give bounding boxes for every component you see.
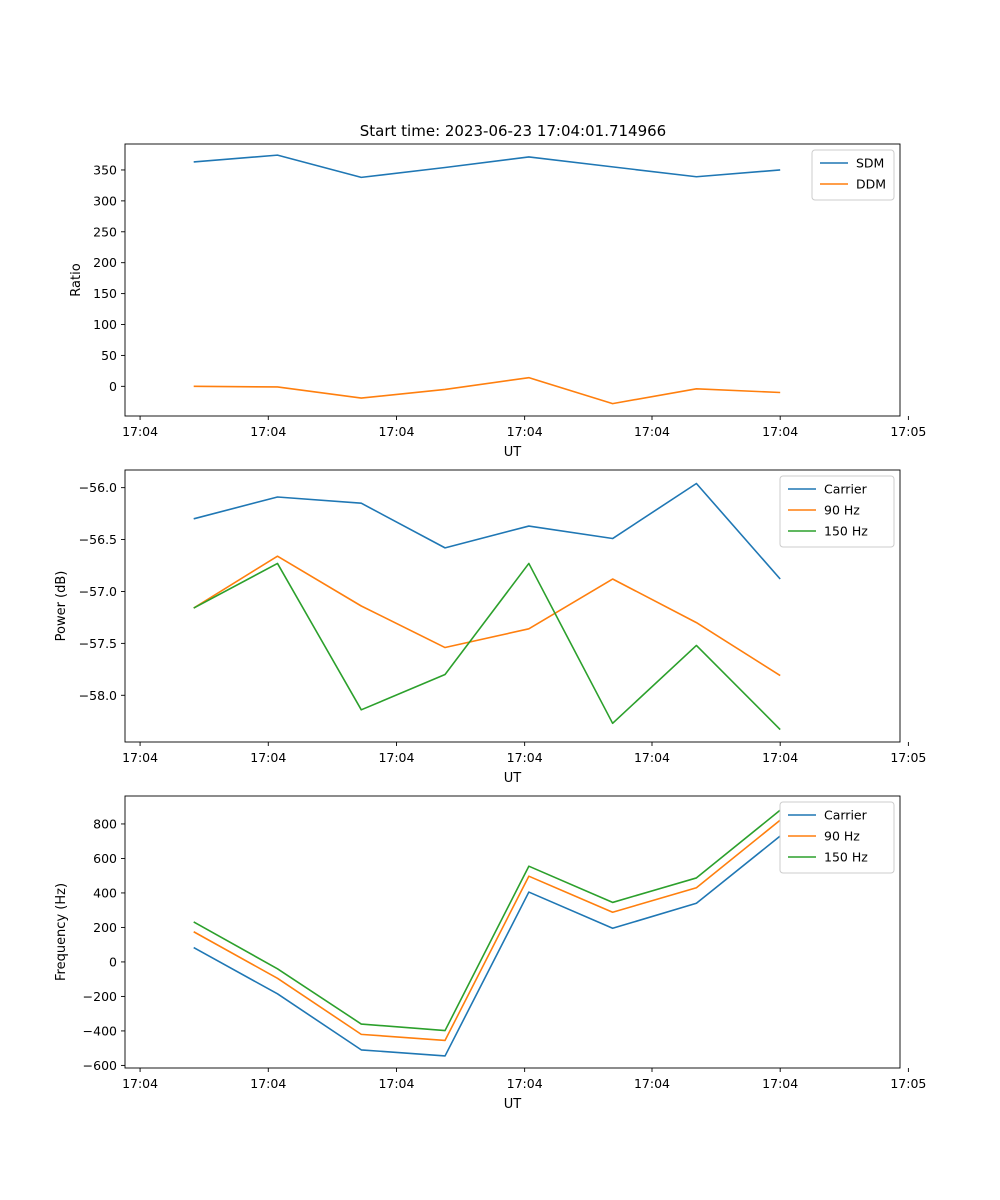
legend-label-1: SDM (856, 156, 884, 171)
y-tick-label: 50 (101, 348, 117, 363)
x-tick-label: 17:04 (507, 424, 543, 439)
y-tick-label: 0 (109, 954, 117, 969)
legend-label-1: Carrier (824, 808, 868, 823)
y-tick-label: −200 (83, 989, 117, 1004)
x-tick-label: 17:04 (507, 750, 543, 765)
x-axis-label: UT (504, 1097, 522, 1112)
plot-frame (124, 795, 901, 1069)
series-line-1 (193, 154, 781, 179)
x-tick-label: 17:04 (634, 750, 670, 765)
x-tick-label: 17:04 (250, 424, 286, 439)
plot-frame (124, 143, 901, 417)
x-tick-label: 17:04 (634, 424, 670, 439)
y-axis-label: Ratio (69, 263, 84, 296)
y-tick-label: 250 (93, 224, 117, 239)
y-tick-label: 600 (93, 851, 117, 866)
x-tick-label: 17:04 (762, 424, 798, 439)
y-tick-label: 800 (93, 816, 117, 831)
series-line-2 (193, 819, 781, 1042)
y-tick-label: 100 (93, 317, 117, 332)
y-axis-label: Frequency (Hz) (54, 883, 69, 981)
chart-2: 17:04 17:04 17:04 17:04 17:04 17:04 17:05 −58.0… (54, 469, 926, 786)
x-tick-label: 17:04 (507, 1076, 543, 1091)
y-tick-label: 350 (93, 162, 117, 177)
x-tick-label: 17:04 (762, 1076, 798, 1091)
x-axis-label: UT (504, 771, 522, 786)
x-tick-label: 17:04 (122, 750, 158, 765)
legend-label-1: Carrier (824, 482, 868, 497)
y-tick-label: −56.5 (79, 532, 117, 547)
chart-1: 17:04 17:04 17:04 17:04 17:04 17:04 17:05 0 50 10… (69, 143, 926, 460)
y-tick-label: 200 (93, 255, 117, 270)
series-line-2 (193, 555, 781, 677)
y-tick-label: −400 (83, 1023, 117, 1038)
x-tick-label: 17:04 (378, 1076, 414, 1091)
x-tick-label: 17:04 (250, 1076, 286, 1091)
chart-3: 17:04 17:04 17:04 17:04 17:04 17:04 17:05 −600 −… (54, 795, 926, 1112)
legend-label-2: DDM (856, 177, 886, 192)
y-tick-label: 300 (93, 193, 117, 208)
legend-label-3: 150 Hz (824, 524, 868, 539)
legend: Carrier 90 Hz 150 Hz (779, 801, 895, 874)
x-tick-label: 17:04 (122, 1076, 158, 1091)
y-tick-label: 0 (109, 379, 117, 394)
legend: Carrier 90 Hz 150 Hz (779, 475, 895, 548)
y-axis-label: Power (dB) (54, 571, 69, 642)
x-tick-label: 17:04 (122, 424, 158, 439)
legend-label-2: 90 Hz (824, 503, 860, 518)
y-tick-label: 200 (93, 920, 117, 935)
y-tick-label: −600 (83, 1058, 117, 1073)
legend: SDM DDM (811, 149, 895, 201)
series-line-1 (193, 835, 781, 1057)
x-axis-label: UT (504, 445, 522, 460)
y-tick-label: −56.0 (79, 480, 117, 495)
y-tick-label: −57.0 (79, 584, 117, 599)
legend-label-3: 150 Hz (824, 850, 868, 865)
x-tick-label: 17:05 (890, 424, 926, 439)
legend-label-2: 90 Hz (824, 829, 860, 844)
y-tick-label: 400 (93, 885, 117, 900)
legend-box (779, 801, 895, 874)
x-tick-label: 17:05 (890, 1076, 926, 1091)
y-tick-label: 150 (93, 286, 117, 301)
x-tick-label: 17:04 (250, 750, 286, 765)
x-tick-label: 17:04 (762, 750, 798, 765)
y-tick-label: −57.5 (79, 636, 117, 651)
legend-box (779, 475, 895, 548)
figure-title: Start time: 2023-06-23 17:04:01.714966 (360, 122, 666, 140)
x-tick-label: 17:04 (378, 750, 414, 765)
series-line-1 (193, 482, 781, 580)
series-line-3 (193, 809, 781, 1032)
x-tick-label: 17:05 (890, 750, 926, 765)
y-tick-label: −58.0 (79, 688, 117, 703)
x-tick-label: 17:04 (378, 424, 414, 439)
x-tick-label: 17:04 (634, 1076, 670, 1091)
series-line-3 (193, 562, 781, 731)
plot-frame (124, 469, 901, 743)
series-line-2 (193, 376, 781, 405)
